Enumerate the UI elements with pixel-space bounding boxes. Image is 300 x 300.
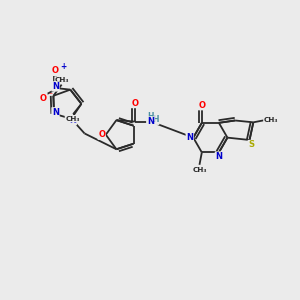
Text: N: N <box>186 133 193 142</box>
Text: O: O <box>98 130 105 139</box>
Text: H: H <box>148 112 154 121</box>
Text: +: + <box>60 62 66 71</box>
Text: O: O <box>198 101 205 110</box>
Text: N: N <box>215 152 222 161</box>
Text: CH₃: CH₃ <box>55 77 70 83</box>
Text: S: S <box>248 140 254 149</box>
Text: O: O <box>52 66 59 75</box>
Text: N: N <box>52 108 59 117</box>
Text: N: N <box>69 116 76 125</box>
Text: ⁻: ⁻ <box>49 90 53 99</box>
Text: CH₃: CH₃ <box>65 116 80 122</box>
Text: N: N <box>52 82 59 91</box>
Text: O: O <box>40 94 47 103</box>
Text: N: N <box>147 117 154 126</box>
Text: H: H <box>152 115 159 124</box>
Text: O: O <box>131 98 138 107</box>
Text: CH₃: CH₃ <box>264 117 278 123</box>
Text: CH₃: CH₃ <box>192 167 207 172</box>
